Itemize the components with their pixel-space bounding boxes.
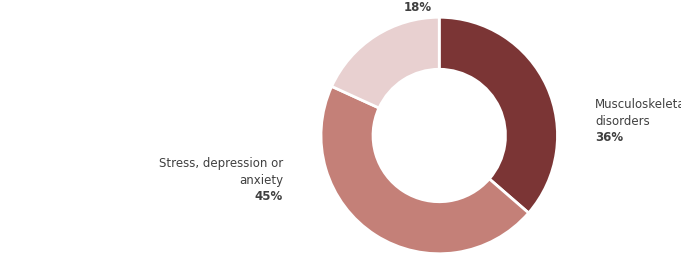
Text: disorders: disorders (595, 115, 650, 128)
Text: Stress, depression or: Stress, depression or (159, 157, 283, 170)
Text: 36%: 36% (595, 131, 624, 144)
Wedge shape (321, 86, 528, 254)
Wedge shape (332, 17, 439, 108)
Wedge shape (439, 17, 558, 213)
Text: 18%: 18% (404, 1, 432, 14)
Text: anxiety: anxiety (239, 174, 283, 187)
Text: 45%: 45% (255, 191, 283, 204)
Text: Musculoskeletal: Musculoskeletal (595, 98, 681, 111)
